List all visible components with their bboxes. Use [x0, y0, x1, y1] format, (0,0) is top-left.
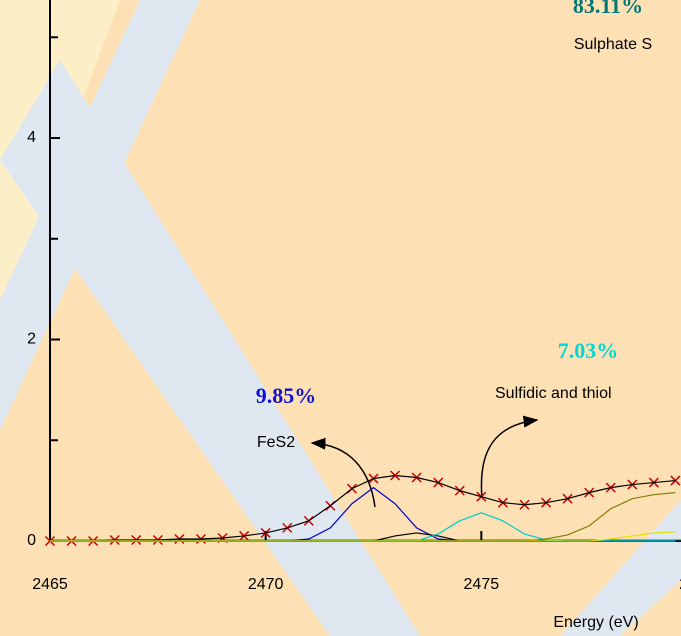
y-tick-label: 4: [27, 129, 36, 146]
annotation: Sulphate S: [574, 36, 652, 53]
annotation: 83.11%: [573, 0, 643, 18]
annotation: FeS2: [257, 434, 295, 451]
arrow: [480, 415, 539, 499]
annotation: Sulfidic and thiol: [495, 385, 612, 402]
annotation: 7.03%: [558, 338, 619, 363]
bg-stripe: [560, 500, 681, 636]
arrow: [310, 437, 376, 508]
series-line: [50, 531, 676, 542]
x-axis-label: Energy (eV): [553, 614, 638, 631]
y-tick-label: 0: [27, 532, 36, 549]
y-tick-label: 2: [27, 331, 36, 348]
x-tick-label: 2470: [248, 576, 284, 593]
annotation: 9.85%: [256, 383, 317, 408]
x-tick-label: 2465: [32, 576, 68, 593]
x-tick-label: 2480: [679, 576, 681, 593]
x-tick-label: 2475: [464, 576, 500, 593]
series-line: [50, 474, 676, 542]
